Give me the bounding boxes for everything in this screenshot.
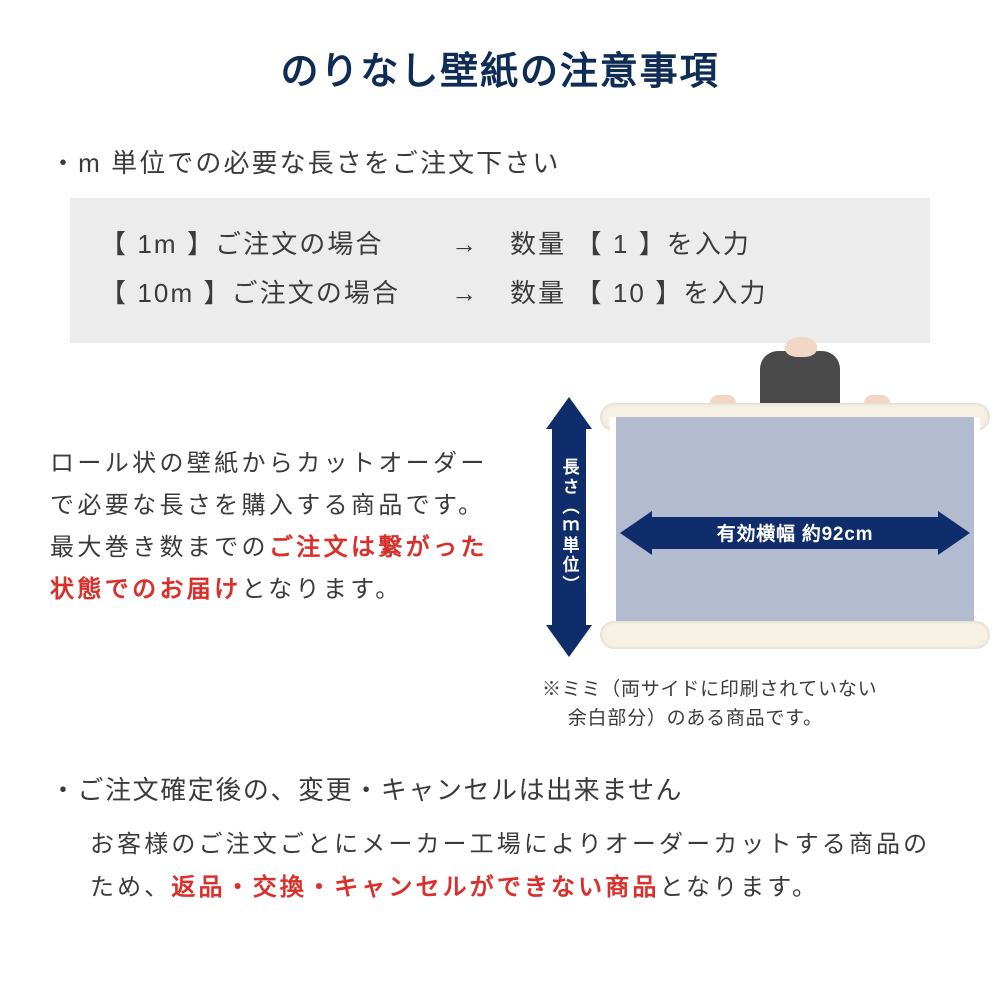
- no-cancel-body: お客様のご注文ごとにメーカー工場によりオーダーカットする商品のため、返品・交換・…: [50, 823, 950, 909]
- example-left: 【 1m 】ご注文の場合: [100, 220, 420, 269]
- mimi-note: ※ミミ（両サイドに印刷されていない 余白部分）のある商品です。: [50, 675, 950, 734]
- bullet-no-cancel: ・ご注文確定後の、変更・キャンセルは出来ません: [50, 770, 950, 807]
- wallpaper-diagram: 長さ（ｍ単位） 有効横幅 約92cm: [510, 353, 950, 683]
- length-arrow: 長さ（ｍ単位）: [546, 397, 592, 657]
- page-title: のりなし壁紙の注意事項: [50, 40, 950, 95]
- length-label: 長さ（ｍ単位）: [557, 458, 582, 595]
- example-left: 【 10m 】ご注文の場合: [100, 269, 420, 318]
- example-right: 数量 【 1 】を入力: [510, 220, 751, 269]
- bullet-order-unit: ・m 単位での必要な長さをご注文下さい: [50, 143, 950, 180]
- width-label: 有効横幅 約92cm: [717, 519, 873, 546]
- desc-part: となります。: [242, 576, 403, 603]
- roll-description: ロール状の壁紙からカットオーダーで必要な長さを購入する商品です。最大巻き数までの…: [50, 353, 490, 683]
- body2-part: となります。: [660, 874, 820, 901]
- example-row: 【 1m 】ご注文の場合 → 数量 【 1 】を入力: [100, 220, 900, 269]
- roll-bottom-icon: [600, 621, 990, 649]
- body2-red: 返品・交換・キャンセルができない商品: [171, 874, 659, 901]
- arrow-icon: →: [420, 220, 510, 269]
- example-right: 数量 【 10 】を入力: [510, 269, 768, 318]
- quantity-example-box: 【 1m 】ご注文の場合 → 数量 【 1 】を入力 【 10m 】ご注文の場合…: [70, 198, 930, 343]
- width-arrow: 有効横幅 約92cm: [620, 511, 970, 555]
- arrow-icon: →: [420, 269, 510, 318]
- example-row: 【 10m 】ご注文の場合 → 数量 【 10 】を入力: [100, 269, 900, 318]
